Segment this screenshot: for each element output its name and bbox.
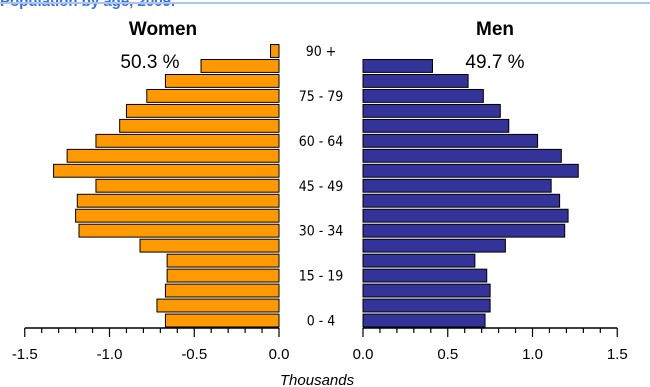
men-bar-40-44 bbox=[362, 193, 561, 208]
men-bar-50-54 bbox=[362, 163, 579, 178]
men-bar-60-64 bbox=[362, 133, 539, 148]
women-bar-55-59 bbox=[66, 148, 280, 163]
women-bar-25-29 bbox=[139, 238, 280, 253]
women-series-name: Women bbox=[129, 19, 197, 40]
men-share-label: 49.7 % bbox=[465, 52, 524, 73]
men-bar-55-59 bbox=[362, 148, 562, 163]
women-axis-tick-label: -0.5 bbox=[181, 346, 207, 363]
men-bar-85-89 bbox=[362, 59, 433, 73]
women-bar-5-9 bbox=[156, 298, 280, 313]
women-bar-70-74 bbox=[125, 103, 280, 118]
women-bar-30-34 bbox=[78, 223, 280, 238]
women-axis-tick-label: -1.5 bbox=[12, 346, 38, 363]
men-bar-70-74 bbox=[362, 103, 501, 118]
men-series-name: Men bbox=[476, 19, 514, 40]
age-tick-label: 0 - 4 bbox=[307, 314, 336, 330]
age-tick-label: 90 + bbox=[306, 44, 337, 60]
men-bar-0-4 bbox=[362, 313, 486, 328]
men-axis-tick-label: 0.0 bbox=[353, 346, 374, 363]
age-tick-label: 30 - 34 bbox=[299, 224, 344, 240]
women-bar-80-84 bbox=[164, 73, 280, 88]
women-bar-75-79 bbox=[146, 88, 280, 103]
women-bar-20-24 bbox=[166, 253, 280, 268]
men-bar-30-34 bbox=[362, 223, 566, 238]
men-bar-80-84 bbox=[362, 73, 469, 88]
women-bar-85-89 bbox=[200, 59, 280, 73]
age-tick-label: 15 - 19 bbox=[299, 269, 344, 285]
women-axis-tick-label: 0.0 bbox=[269, 346, 290, 363]
age-tick-label: 60 - 64 bbox=[299, 134, 344, 150]
men-axis-tick-label: 1.5 bbox=[607, 346, 628, 363]
men-bar-20-24 bbox=[362, 253, 476, 268]
women-bar-50-54 bbox=[53, 163, 280, 178]
women-bars bbox=[53, 44, 280, 328]
women-bar-60-64 bbox=[95, 133, 280, 148]
men-bar-15-19 bbox=[362, 268, 488, 283]
men-bar-65-69 bbox=[362, 118, 510, 133]
men-bar-45-49 bbox=[362, 178, 552, 193]
men-bar-75-79 bbox=[362, 88, 484, 103]
age-group-labels: 0 - 4 15 - 19 30 - 34 45 - 49 60 - 64 75 - 79… bbox=[299, 44, 344, 330]
chart-title-strip: Population by age, 2009. bbox=[0, 0, 650, 9]
women-share-label: 50.3 % bbox=[120, 52, 179, 73]
women-bar-15-19 bbox=[166, 268, 280, 283]
x-axis-label: Thousands bbox=[280, 372, 355, 387]
title-underline bbox=[0, 2, 650, 4]
men-bars bbox=[362, 59, 579, 328]
women-bar-40-44 bbox=[76, 193, 280, 208]
women-bar-90 bbox=[270, 44, 280, 58]
women-bar-10-14 bbox=[164, 283, 280, 298]
age-tick-label: 45 - 49 bbox=[299, 179, 344, 195]
men-bar-35-39 bbox=[362, 208, 569, 223]
age-tick-label: 75 - 79 bbox=[299, 89, 344, 105]
men-axis-tick-label: 0.5 bbox=[437, 346, 458, 363]
women-bar-45-49 bbox=[95, 178, 280, 193]
men-bar-5-9 bbox=[362, 298, 491, 313]
women-axis-tick-label: -1.0 bbox=[97, 346, 123, 363]
women-bar-0-4 bbox=[164, 313, 280, 328]
men-axis-tick-label: 1.0 bbox=[522, 346, 543, 363]
women-bar-65-69 bbox=[119, 118, 280, 133]
axes: -1.5 -1.0 -0.5 0.0 0.0 0.5 1.0 1.5 bbox=[12, 327, 628, 363]
men-bar-10-14 bbox=[362, 283, 491, 298]
chart-title: Population by age, 2009. bbox=[0, 0, 176, 9]
men-bar-25-29 bbox=[362, 238, 506, 253]
women-bar-35-39 bbox=[75, 208, 280, 223]
